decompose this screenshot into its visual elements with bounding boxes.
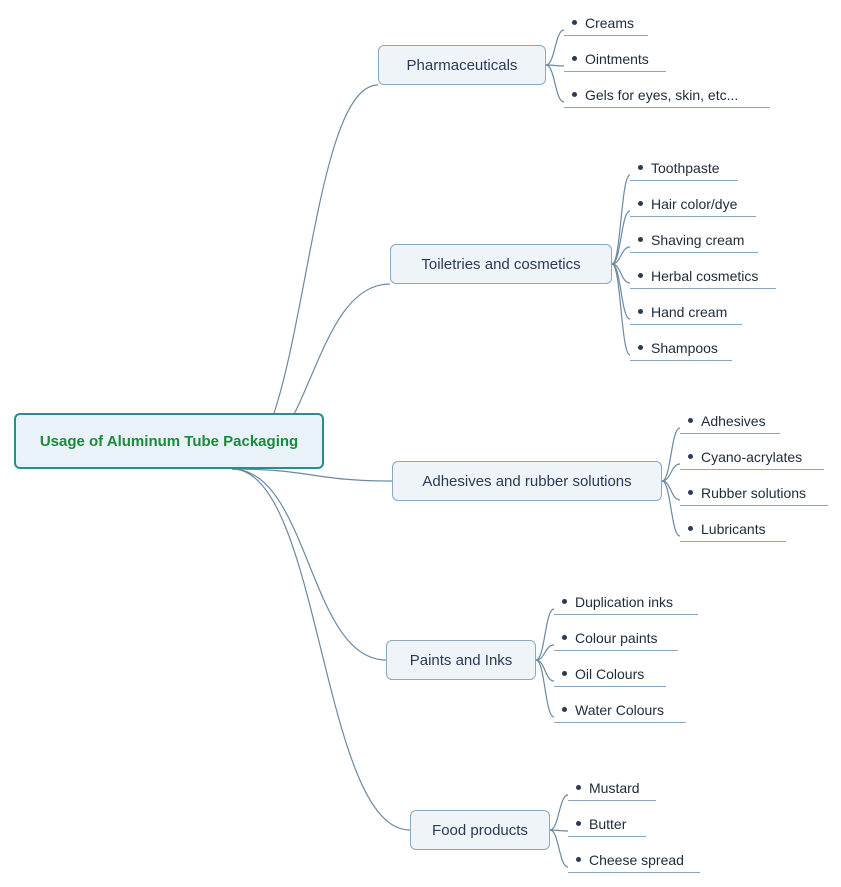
leaf-label: Adhesives (701, 413, 766, 429)
branch-node-adhesives[interactable]: Adhesives and rubber solutions (392, 461, 662, 501)
leaf-label: Cyano-acrylates (701, 449, 802, 465)
leaf-node[interactable]: Shaving cream (630, 231, 758, 253)
leaf-label: Toothpaste (651, 160, 720, 176)
bullet-icon (576, 821, 581, 826)
branch-node-toiletries[interactable]: Toiletries and cosmetics (390, 244, 612, 284)
bullet-icon (572, 92, 577, 97)
bullet-icon (688, 490, 693, 495)
branch-label: Food products (432, 822, 528, 839)
branch-node-pharma[interactable]: Pharmaceuticals (378, 45, 546, 85)
bullet-icon (572, 56, 577, 61)
bullet-icon (562, 635, 567, 640)
bullet-icon (638, 201, 643, 206)
leaf-node[interactable]: Rubber solutions (680, 484, 828, 506)
leaf-node[interactable]: Butter (568, 815, 646, 837)
leaf-label: Butter (589, 816, 626, 832)
bullet-icon (576, 785, 581, 790)
bullet-icon (638, 165, 643, 170)
leaf-label: Water Colours (575, 702, 664, 718)
bullet-icon (562, 599, 567, 604)
leaf-node[interactable]: Cheese spread (568, 851, 700, 873)
bullet-icon (562, 671, 567, 676)
leaf-node[interactable]: Hair color/dye (630, 195, 756, 217)
bullet-icon (572, 20, 577, 25)
leaf-label: Gels for eyes, skin, etc... (585, 87, 738, 103)
leaf-label: Oil Colours (575, 666, 644, 682)
leaf-node[interactable]: Toothpaste (630, 159, 738, 181)
leaf-node[interactable]: Colour paints (554, 629, 678, 651)
bullet-icon (638, 237, 643, 242)
leaf-node[interactable]: Lubricants (680, 520, 786, 542)
root-node[interactable]: Usage of Aluminum Tube Packaging (14, 413, 324, 469)
branch-label: Toiletries and cosmetics (421, 256, 580, 273)
leaf-node[interactable]: Ointments (564, 50, 666, 72)
bullet-icon (638, 345, 643, 350)
leaf-node[interactable]: Cyano-acrylates (680, 448, 824, 470)
leaf-node[interactable]: Creams (564, 14, 648, 36)
branch-label: Adhesives and rubber solutions (422, 473, 631, 490)
leaf-node[interactable]: Shampoos (630, 339, 732, 361)
leaf-node[interactable]: Water Colours (554, 701, 686, 723)
bullet-icon (638, 309, 643, 314)
leaf-node[interactable]: Mustard (568, 779, 656, 801)
branch-label: Paints and Inks (410, 652, 513, 669)
leaf-label: Ointments (585, 51, 649, 67)
leaf-node[interactable]: Gels for eyes, skin, etc... (564, 86, 770, 108)
bullet-icon (688, 418, 693, 423)
leaf-label: Shampoos (651, 340, 718, 356)
branch-node-food[interactable]: Food products (410, 810, 550, 850)
leaf-label: Shaving cream (651, 232, 744, 248)
leaf-label: Cheese spread (589, 852, 684, 868)
leaf-label: Colour paints (575, 630, 658, 646)
leaf-node[interactable]: Oil Colours (554, 665, 666, 687)
bullet-icon (562, 707, 567, 712)
leaf-node[interactable]: Hand cream (630, 303, 742, 325)
leaf-label: Hair color/dye (651, 196, 737, 212)
leaf-label: Rubber solutions (701, 485, 806, 501)
leaf-label: Herbal cosmetics (651, 268, 758, 284)
bullet-icon (576, 857, 581, 862)
bullet-icon (638, 273, 643, 278)
leaf-label: Hand cream (651, 304, 727, 320)
bullet-icon (688, 526, 693, 531)
bullet-icon (688, 454, 693, 459)
leaf-node[interactable]: Duplication inks (554, 593, 698, 615)
branch-node-paints[interactable]: Paints and Inks (386, 640, 536, 680)
leaf-label: Lubricants (701, 521, 766, 537)
leaf-node[interactable]: Adhesives (680, 412, 780, 434)
root-label: Usage of Aluminum Tube Packaging (40, 433, 298, 450)
leaf-node[interactable]: Herbal cosmetics (630, 267, 776, 289)
branch-label: Pharmaceuticals (407, 57, 518, 74)
leaf-label: Creams (585, 15, 634, 31)
leaf-label: Duplication inks (575, 594, 673, 610)
leaf-label: Mustard (589, 780, 640, 796)
